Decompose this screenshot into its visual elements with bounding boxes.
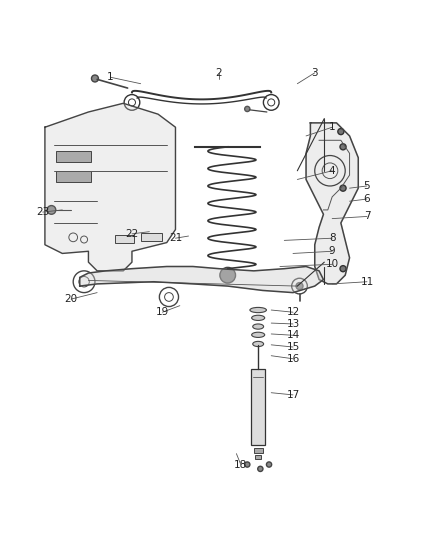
Text: 11: 11	[360, 277, 374, 287]
Text: 16: 16	[286, 354, 300, 364]
Circle shape	[245, 107, 250, 111]
Ellipse shape	[253, 341, 264, 346]
Circle shape	[220, 268, 236, 283]
Circle shape	[340, 185, 346, 191]
Circle shape	[258, 466, 263, 472]
Text: 8: 8	[329, 233, 336, 243]
Circle shape	[340, 265, 346, 272]
Text: 2: 2	[215, 68, 223, 78]
Text: 10: 10	[325, 260, 339, 269]
Polygon shape	[45, 103, 176, 271]
Text: 4: 4	[329, 166, 336, 176]
FancyBboxPatch shape	[251, 369, 265, 445]
Text: 1: 1	[107, 72, 113, 82]
Text: 7: 7	[364, 212, 370, 221]
Text: 12: 12	[286, 307, 300, 317]
Polygon shape	[306, 123, 358, 284]
Text: 18: 18	[234, 459, 247, 470]
Circle shape	[338, 128, 344, 135]
Text: 20: 20	[64, 294, 78, 304]
Circle shape	[245, 462, 250, 467]
FancyBboxPatch shape	[255, 455, 261, 459]
Polygon shape	[80, 266, 323, 293]
Ellipse shape	[252, 332, 265, 337]
Text: 23: 23	[36, 207, 49, 217]
FancyBboxPatch shape	[141, 232, 162, 241]
Text: 15: 15	[286, 342, 300, 352]
Text: 19: 19	[156, 307, 169, 317]
FancyBboxPatch shape	[56, 171, 91, 182]
Ellipse shape	[252, 315, 265, 320]
FancyBboxPatch shape	[56, 151, 91, 162]
Text: 14: 14	[286, 330, 300, 340]
Text: 22: 22	[125, 229, 138, 239]
Circle shape	[266, 462, 272, 467]
FancyBboxPatch shape	[115, 235, 134, 243]
Text: 3: 3	[311, 68, 318, 78]
Circle shape	[340, 144, 346, 150]
Circle shape	[92, 75, 99, 82]
Text: 6: 6	[364, 194, 370, 204]
Circle shape	[296, 282, 303, 289]
Text: 9: 9	[329, 246, 336, 256]
Text: 1: 1	[329, 122, 336, 132]
Circle shape	[47, 206, 56, 214]
Text: 21: 21	[169, 233, 182, 243]
Text: 17: 17	[286, 390, 300, 400]
Text: 13: 13	[286, 319, 300, 329]
Ellipse shape	[250, 308, 266, 313]
Text: 5: 5	[364, 181, 370, 191]
FancyBboxPatch shape	[254, 448, 262, 453]
Ellipse shape	[253, 324, 264, 329]
